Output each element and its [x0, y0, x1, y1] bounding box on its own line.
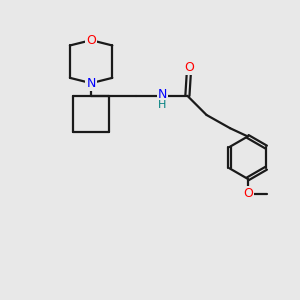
Text: N: N — [158, 88, 167, 101]
Text: O: O — [86, 34, 96, 47]
Text: O: O — [184, 61, 194, 74]
Text: N: N — [86, 77, 96, 90]
Text: H: H — [158, 100, 166, 110]
Text: O: O — [243, 187, 253, 200]
